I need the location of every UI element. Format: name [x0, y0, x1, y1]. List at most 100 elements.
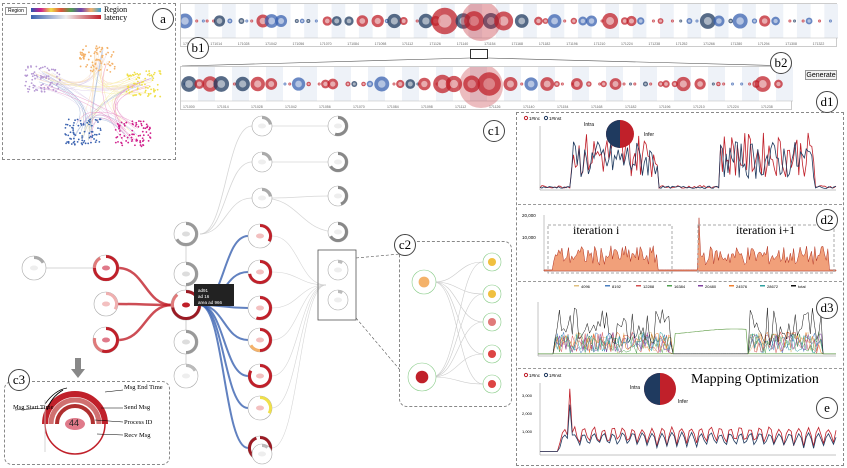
scatter-point	[70, 143, 73, 145]
d3-legend-swatch	[698, 285, 703, 287]
scatter-point	[137, 134, 140, 137]
badge-b1: b1	[187, 37, 209, 59]
timeline-bubble-core	[185, 80, 193, 88]
timeline-tick: 171308	[785, 42, 797, 46]
generate-button[interactable]: Generate	[805, 70, 837, 80]
scatter-point	[69, 131, 72, 134]
timeline-bubble-core	[239, 19, 243, 23]
scatter-point	[33, 74, 36, 77]
panel-c2	[399, 241, 512, 407]
scatter-point	[146, 73, 149, 76]
scatter-point	[24, 69, 27, 71]
badge-d2: d2	[816, 209, 838, 231]
timeline-band	[523, 4, 537, 38]
scatter-point	[40, 87, 43, 90]
timeline-bubble-core	[401, 19, 406, 23]
scatter-point	[64, 133, 67, 135]
timeline-band	[249, 4, 264, 38]
scatter-point	[142, 127, 145, 129]
timeline-bubble-core	[421, 80, 428, 88]
scatter-point	[57, 87, 60, 90]
scatter-point	[139, 141, 142, 144]
node-process-arc	[261, 152, 272, 161]
scatter-point	[140, 124, 143, 127]
multi-series-chart-d3[interactable]: 4096 8192 12288 16384 20480 24576 28672 total	[518, 282, 842, 368]
zoomed-timeline[interactable]: 171000 171014 171028 171042 171056 171070 1710…	[181, 64, 793, 111]
scatter-point	[35, 88, 37, 91]
scatter-point	[137, 73, 140, 76]
scatter-point	[99, 50, 102, 53]
scatter-point	[73, 121, 75, 124]
scatter-point	[142, 144, 144, 146]
scatter-point	[79, 65, 82, 68]
scatter-point	[149, 132, 152, 135]
region-dropdown[interactable]: Region	[5, 7, 27, 15]
scatter-point	[79, 119, 82, 122]
node-process-core	[334, 193, 342, 199]
subgraph-c2[interactable]	[400, 242, 513, 408]
timeline-bubble-core	[368, 82, 372, 86]
scatter-point	[125, 121, 128, 124]
node-process-core	[102, 265, 110, 271]
graph-edge	[271, 284, 327, 309]
scatter-point	[87, 142, 90, 145]
scatter-point	[90, 124, 93, 127]
tooltip-line: area ad 966	[198, 300, 223, 305]
badge-c3: c3	[8, 369, 30, 391]
b1-zoom-window[interactable]	[470, 49, 488, 59]
timeline-bubble-core	[195, 20, 198, 22]
scatter-point	[46, 67, 49, 70]
scatter-point	[91, 64, 94, 67]
area-series	[543, 217, 837, 272]
timeline-tick: 171056	[319, 105, 331, 109]
volume-area-chart-d2[interactable]: 20,000 10,000	[518, 205, 842, 281]
scatter-point	[72, 141, 75, 144]
scatter-point	[128, 78, 131, 80]
scatter-point	[77, 138, 80, 141]
graph-edge	[271, 195, 329, 199]
mapping-optimization-chart[interactable]: 1#Inc 1#Inst Intra Infer 3,000 2,000 1,000	[518, 369, 842, 467]
c3-label-process: Process ID	[124, 419, 153, 426]
scatter-point	[99, 60, 102, 63]
scatter-point	[91, 136, 94, 138]
scatter-point	[45, 75, 48, 78]
timeline-tick: 171196	[659, 105, 670, 109]
timeline-bubble-core	[793, 20, 796, 22]
timeline-band	[660, 4, 674, 38]
scatter-point	[83, 53, 85, 56]
scatter-point	[47, 75, 50, 78]
latency-line-chart-d1[interactable]: 1#Inc 1#Inst Intra Infer	[518, 112, 842, 202]
timeline-tick: 171224	[727, 105, 739, 109]
scatter-point	[130, 136, 133, 139]
timeline-bubble-core	[673, 82, 677, 86]
scatter-point	[128, 134, 131, 136]
scatter-point	[28, 85, 31, 88]
scatter-point	[81, 143, 84, 146]
scatter-point	[31, 78, 34, 81]
panel-right-container	[516, 112, 844, 466]
node-glyph-legend	[14, 387, 124, 455]
scatter-point	[99, 68, 102, 71]
scatter-point	[126, 136, 129, 139]
timeline-bubble-core	[239, 80, 247, 88]
graph-edge	[271, 271, 327, 286]
scatter-point	[80, 54, 83, 57]
timeline-bubble-core	[202, 20, 205, 22]
scatter-point	[72, 124, 75, 127]
scatter-point	[107, 51, 110, 54]
scatter-point	[144, 127, 147, 130]
node-process-core	[30, 265, 38, 271]
tooltip-line: ad 16	[198, 294, 210, 299]
scatter-point	[140, 81, 143, 84]
scatter-point	[52, 88, 55, 91]
timeline-bubble-core	[398, 81, 403, 87]
d3-legend-swatch	[791, 285, 796, 287]
d1-pie-label2: Infer	[644, 132, 654, 138]
scatter-point	[81, 135, 84, 137]
timeline-bubble-core	[268, 17, 276, 25]
overview-timeline[interactable]: 1710001710141710281710421710561710701710…	[177, 1, 838, 48]
scatter-point	[89, 135, 92, 138]
scatter-point	[67, 134, 70, 137]
